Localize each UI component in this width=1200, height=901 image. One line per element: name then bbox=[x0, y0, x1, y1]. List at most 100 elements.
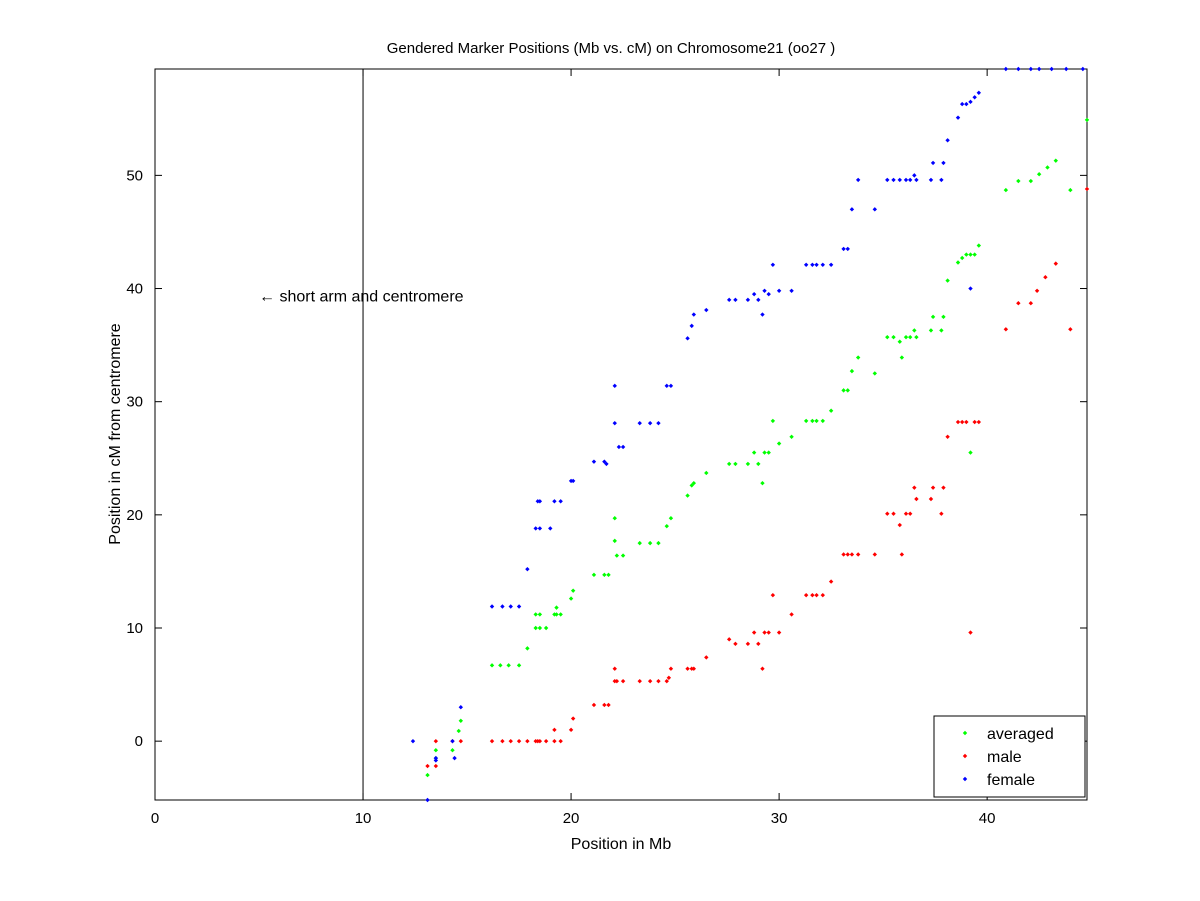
data-point-female bbox=[903, 177, 909, 183]
series-male bbox=[425, 186, 1090, 769]
data-point-averaged bbox=[939, 328, 944, 333]
data-point-male bbox=[1034, 288, 1040, 293]
data-point-male bbox=[558, 738, 563, 744]
data-point-female bbox=[1063, 66, 1069, 72]
data-point-male bbox=[458, 738, 464, 744]
data-point-averaged bbox=[606, 572, 611, 578]
data-point-male bbox=[591, 702, 597, 708]
data-point-female bbox=[433, 755, 439, 761]
data-point-averaged bbox=[968, 450, 973, 455]
series-female bbox=[410, 66, 1086, 803]
data-point-averaged bbox=[814, 418, 819, 424]
data-point-female bbox=[897, 177, 902, 183]
y-tick-label: 40 bbox=[126, 281, 143, 298]
data-point-male bbox=[789, 612, 794, 617]
data-point-averaged bbox=[828, 408, 834, 413]
data-point-male bbox=[897, 522, 902, 528]
data-point-male bbox=[568, 727, 574, 733]
data-point-male bbox=[872, 552, 878, 557]
data-point-male bbox=[685, 666, 690, 671]
data-point-male bbox=[489, 738, 495, 744]
data-point-female bbox=[508, 604, 513, 609]
data-point-female bbox=[612, 420, 617, 426]
data-point-female bbox=[537, 526, 543, 531]
data-point-male bbox=[1003, 327, 1009, 332]
data-point-averaged bbox=[897, 339, 902, 344]
data-point-female bbox=[537, 499, 543, 504]
data-point-averaged bbox=[568, 596, 574, 601]
data-point-averaged bbox=[762, 450, 767, 455]
data-point-male bbox=[425, 763, 430, 769]
data-point-male bbox=[955, 419, 961, 425]
annotation-short-arm: ← short arm and centromere bbox=[259, 288, 464, 305]
data-point-averaged bbox=[959, 255, 965, 261]
x-axis-label: Position in Mb bbox=[571, 836, 672, 853]
data-point-averaged bbox=[450, 748, 455, 753]
data-point-male bbox=[912, 485, 917, 490]
data-point-female bbox=[516, 604, 522, 609]
data-point-female bbox=[939, 177, 944, 183]
data-point-averaged bbox=[691, 480, 697, 486]
legend-label-averaged: averaged bbox=[987, 726, 1054, 743]
data-point-female bbox=[458, 705, 464, 710]
data-point-male bbox=[959, 419, 965, 425]
data-point-averaged bbox=[912, 328, 917, 333]
data-point-male bbox=[766, 630, 771, 635]
data-point-female bbox=[620, 444, 626, 450]
data-point-male bbox=[1084, 186, 1090, 192]
data-point-female bbox=[656, 420, 661, 426]
y-tick-label: 30 bbox=[126, 394, 143, 411]
data-point-averaged bbox=[525, 646, 530, 651]
data-point-male bbox=[803, 592, 809, 598]
data-point-male bbox=[1043, 275, 1048, 280]
x-tick-label: 30 bbox=[771, 810, 788, 827]
data-point-female bbox=[751, 291, 757, 297]
data-point-female bbox=[914, 177, 919, 183]
data-point-female bbox=[450, 738, 455, 744]
data-point-female bbox=[912, 173, 917, 178]
data-point-female bbox=[945, 138, 950, 143]
data-point-female bbox=[548, 526, 553, 531]
data-point-male bbox=[537, 738, 543, 744]
y-tick-label: 10 bbox=[126, 620, 143, 637]
data-point-male bbox=[828, 579, 834, 584]
data-point-averaged bbox=[425, 772, 430, 778]
data-point-male bbox=[756, 641, 761, 647]
data-point-female bbox=[570, 478, 576, 484]
legend: averaged male female bbox=[933, 715, 1086, 798]
data-point-male bbox=[612, 666, 617, 671]
data-point-averaged bbox=[664, 523, 669, 529]
data-point-female bbox=[525, 566, 530, 572]
data-point-male bbox=[972, 419, 977, 425]
x-tick-label: 20 bbox=[563, 810, 580, 827]
data-point-averaged bbox=[533, 625, 538, 631]
data-point-male bbox=[976, 419, 982, 425]
data-point-averaged bbox=[733, 461, 738, 467]
data-point-averaged bbox=[704, 470, 709, 476]
data-point-averaged bbox=[612, 538, 617, 544]
data-point-female bbox=[872, 207, 878, 212]
data-point-averaged bbox=[945, 278, 950, 283]
legend-marker-female bbox=[962, 776, 968, 782]
data-point-averaged bbox=[855, 355, 861, 360]
data-point-female bbox=[855, 177, 861, 183]
data-point-male bbox=[606, 702, 611, 708]
data-point-averaged bbox=[907, 334, 913, 340]
data-point-averaged bbox=[941, 314, 946, 320]
data-point-female bbox=[885, 177, 890, 183]
legend-marker-averaged bbox=[962, 730, 968, 736]
data-point-averaged bbox=[789, 434, 794, 439]
data-point-averaged bbox=[1045, 165, 1050, 170]
data-point-averaged bbox=[1084, 117, 1090, 123]
data-point-male bbox=[941, 485, 946, 490]
data-point-male bbox=[845, 552, 850, 557]
y-axis-label: Position in cM from centromere bbox=[107, 323, 124, 545]
data-point-female bbox=[976, 90, 982, 95]
data-point-averaged bbox=[602, 572, 607, 578]
data-point-male bbox=[500, 738, 505, 744]
data-point-male bbox=[647, 678, 653, 684]
data-point-male bbox=[726, 637, 732, 642]
data-point-male bbox=[691, 666, 697, 671]
data-point-averaged bbox=[955, 260, 961, 265]
data-point-averaged bbox=[810, 418, 815, 424]
